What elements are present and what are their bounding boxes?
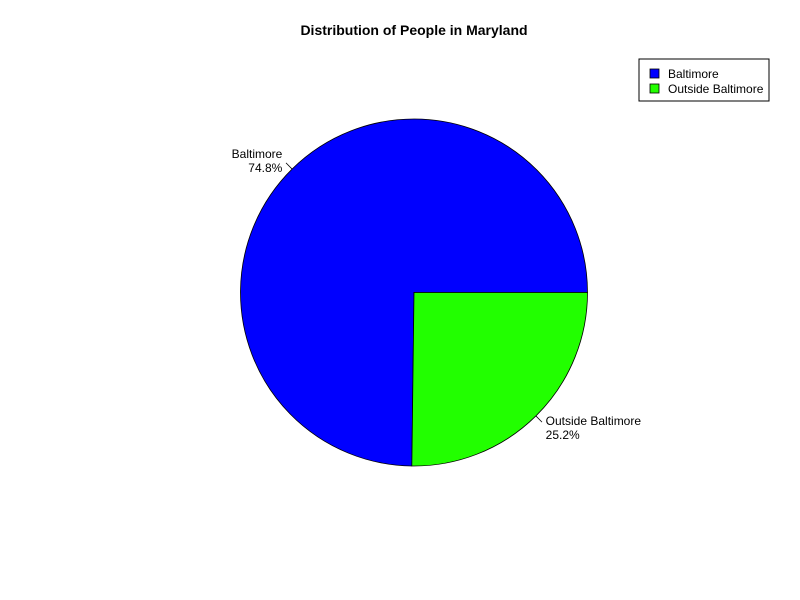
pie-slice-outside-baltimore (411, 292, 588, 467)
legend-label: Outside Baltimore (668, 82, 764, 96)
pie-slices (240, 118, 588, 467)
slice-label-name: Baltimore (232, 147, 283, 161)
slice-label-percent: 25.2% (546, 428, 580, 442)
chart-title: Distribution of People in Maryland (300, 22, 527, 38)
legend-swatch (649, 68, 660, 79)
legend-label: Baltimore (668, 67, 719, 81)
slice-label-percent: 74.8% (248, 161, 282, 175)
label-leader-line (535, 415, 543, 423)
label-leader-line (285, 162, 293, 170)
legend-swatch (649, 83, 660, 94)
legend-box (638, 58, 770, 102)
slice-label-name: Outside Baltimore (546, 414, 642, 428)
